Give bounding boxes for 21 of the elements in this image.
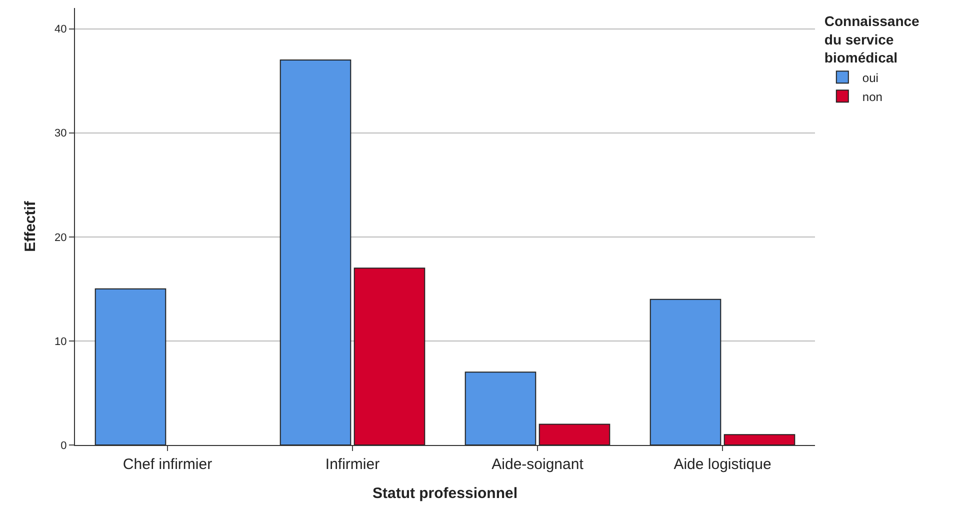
bar bbox=[464, 372, 536, 445]
y-tick-label: 40 bbox=[54, 24, 67, 36]
bar bbox=[724, 434, 796, 445]
x-tick-label: Chef infirmier bbox=[122, 456, 212, 473]
y-tick-label: 10 bbox=[54, 336, 67, 348]
legend-label: non bbox=[862, 90, 882, 104]
legend-label: oui bbox=[862, 70, 878, 85]
bar bbox=[94, 288, 166, 445]
x-tick-label: Aide logistique bbox=[674, 456, 772, 473]
y-tick-label: 20 bbox=[54, 232, 67, 244]
bar bbox=[354, 268, 426, 445]
x-tick-label: Aide-soignant bbox=[492, 456, 584, 473]
bar bbox=[280, 60, 352, 445]
bar bbox=[650, 298, 722, 445]
legend-title: Connaissance du service biomédical bbox=[824, 13, 920, 66]
bar bbox=[538, 424, 610, 445]
y-tick-label: 0 bbox=[60, 440, 67, 452]
y-axis-title: Effectif bbox=[22, 200, 39, 252]
x-tick-label: Infirmier bbox=[325, 456, 380, 473]
y-tick-label: 30 bbox=[54, 128, 67, 140]
x-axis-title: Statut professionnel bbox=[372, 485, 518, 502]
